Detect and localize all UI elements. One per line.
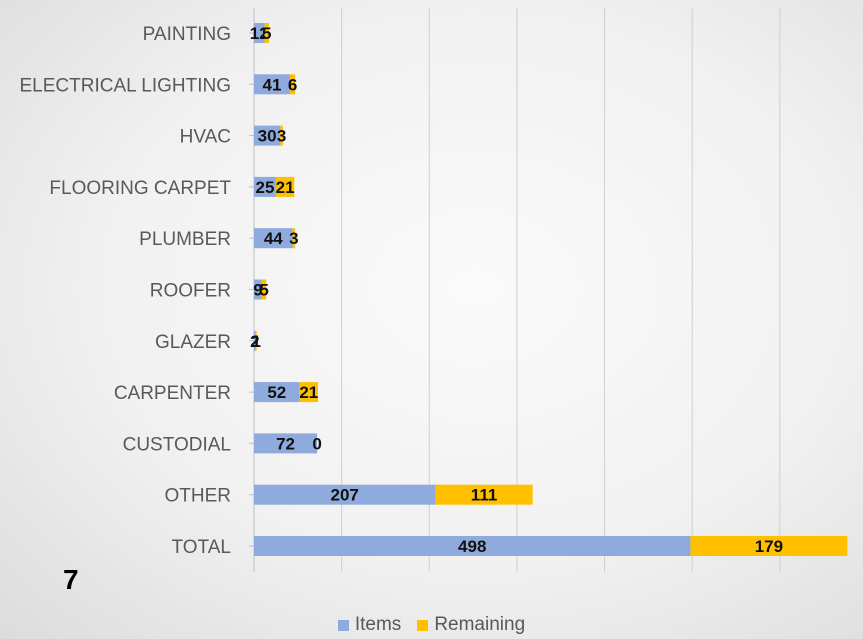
bar-segment-remaining [280, 125, 283, 146]
legend-swatch-remaining [417, 619, 429, 631]
data-label-remaining: 6 [288, 75, 297, 94]
category-label: ROOFER [150, 281, 231, 302]
legend-item-items: Items [337, 614, 402, 636]
bar-segment-items [254, 176, 276, 197]
data-label-items: 41 [263, 75, 282, 94]
category-label: GLAZER [155, 332, 231, 353]
data-label-remaining: 179 [755, 537, 783, 556]
category-label: OTHER [165, 486, 232, 507]
data-label-remaining: 0 [312, 434, 321, 453]
bar-segment-remaining [289, 74, 296, 95]
bar-segment-remaining [435, 484, 533, 505]
bar-segment-items [254, 433, 318, 454]
category-label: HVAC [180, 127, 231, 148]
data-label-items: 9 [253, 281, 262, 300]
legend-swatch-items [337, 619, 349, 631]
data-label-remaining: 5 [262, 24, 271, 43]
data-label-remaining: 21 [299, 383, 318, 402]
legend-label-items: Items [354, 614, 402, 635]
legend-label-remaining: Remaining [434, 614, 526, 635]
data-label-remaining: 1 [251, 332, 260, 351]
category-label: PAINTING [143, 24, 231, 45]
data-label-items: 72 [276, 434, 295, 453]
bar-segment-items [254, 536, 691, 556]
data-label-remaining: 5 [259, 281, 268, 300]
bar-segment-items [254, 23, 265, 43]
bar-segment-items [254, 279, 262, 300]
bar-segment-items [254, 382, 300, 403]
page-number: 7 [63, 564, 79, 595]
bar-segment-remaining [275, 176, 295, 197]
bar-segment-remaining [255, 330, 257, 351]
data-label-items: 25 [255, 178, 274, 197]
data-label-remaining: 21 [276, 178, 295, 197]
bar-segment-remaining [292, 228, 296, 249]
bar-segment-items [254, 74, 290, 95]
category-label: CARPENTER [114, 383, 231, 404]
data-label-items: 207 [331, 486, 359, 505]
data-label-remaining: 3 [277, 127, 286, 146]
data-label-items: 2 [250, 332, 259, 351]
data-label-items: 12 [250, 24, 269, 43]
category-label: FLOORING CARPET [49, 178, 231, 199]
category-label: ELECTRICAL LIGHTING [19, 75, 231, 96]
data-label-remaining: 3 [289, 229, 298, 248]
bar-segment-items [254, 125, 281, 146]
category-label: TOTAL [172, 537, 231, 558]
data-label-items: 30 [258, 127, 277, 146]
category-label: PLUMBER [139, 229, 231, 250]
legend: Items Remaining [0, 614, 863, 636]
bar-segment-items [254, 484, 436, 505]
category-label: CUSTODIAL [123, 434, 231, 455]
bar-segment-remaining [261, 279, 267, 300]
data-label-items: 52 [267, 383, 286, 402]
data-label-remaining: 111 [471, 486, 498, 505]
data-label-items: 44 [264, 229, 283, 248]
bar-segment-items [254, 330, 256, 351]
data-label-items: 498 [458, 537, 486, 556]
legend-item-remaining: Remaining [417, 614, 525, 636]
bar-segment-items [254, 228, 293, 249]
bar-segment-remaining [264, 23, 269, 43]
bar-segment-remaining [299, 382, 318, 403]
bar-segment-remaining [690, 536, 848, 556]
